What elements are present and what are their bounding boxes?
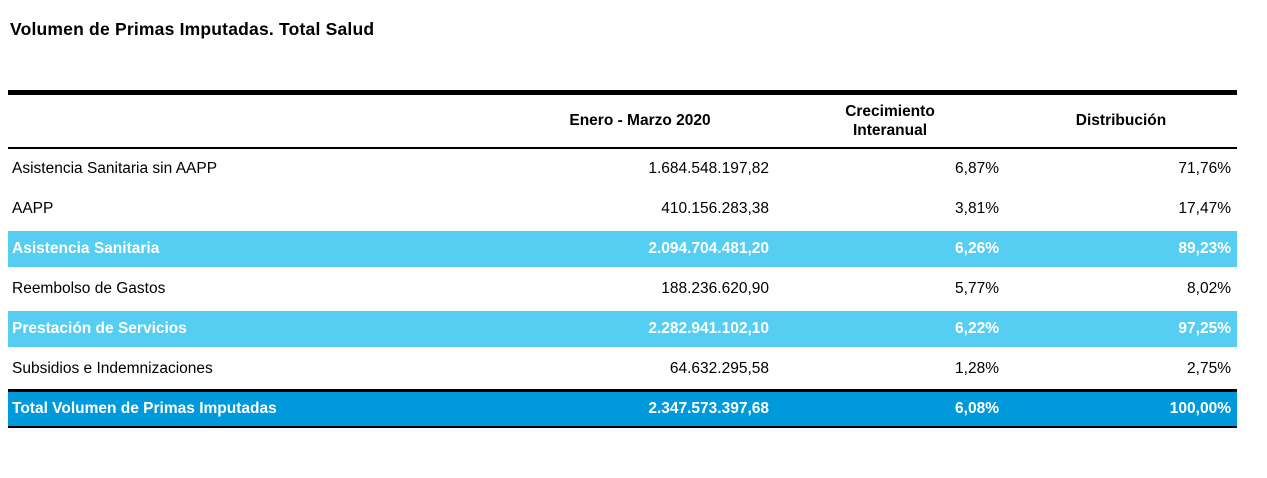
row-label: Asistencia Sanitaria — [12, 240, 160, 257]
row-amount: 188.236.620,90 — [661, 280, 769, 297]
row-label: Subsidios e Indemnizaciones — [12, 360, 213, 377]
row-distribution: 71,76% — [1178, 160, 1231, 177]
row-distribution: 2,75% — [1187, 360, 1231, 377]
row-distribution: 97,25% — [1178, 320, 1231, 337]
table-row-asistencia-sanitaria-sin-aapp: Asistencia Sanitaria sin AAPP 1.684.548.… — [8, 149, 1237, 189]
row-amount: 2.347.573.397,68 — [648, 400, 769, 417]
row-label: Prestación de Servicios — [12, 320, 187, 337]
row-growth: 6,22% — [955, 320, 999, 337]
table-row-prestacion-de-servicios-subtotal: Prestación de Servicios 2.282.941.102,10… — [8, 309, 1237, 349]
column-header-distribution: Distribución — [1075, 112, 1167, 130]
row-label: Reembolso de Gastos — [12, 280, 166, 297]
row-amount: 2.094.704.481,20 — [648, 240, 769, 257]
row-distribution: 17,47% — [1178, 200, 1231, 217]
row-growth: 6,87% — [955, 160, 999, 177]
row-growth: 5,77% — [955, 280, 999, 297]
row-distribution: 100,00% — [1169, 400, 1231, 417]
column-header-growth: Crecimiento Interanual — [845, 102, 935, 139]
row-growth: 3,81% — [955, 200, 999, 217]
row-distribution: 8,02% — [1187, 280, 1231, 297]
page-title: Volumen de Primas Imputadas. Total Salud — [10, 19, 375, 39]
total-separator-rule — [8, 389, 1237, 392]
row-amount: 64.632.295,58 — [669, 360, 769, 377]
table-top-rule — [8, 90, 1237, 95]
row-label: Total Volumen de Primas Imputadas — [12, 400, 277, 417]
row-distribution: 89,23% — [1178, 240, 1231, 257]
row-growth: 6,08% — [955, 400, 999, 417]
row-label: AAPP — [12, 200, 54, 217]
table-header-row: Enero - Marzo 2020 Crecimiento Interanua… — [8, 95, 1237, 149]
row-growth: 1,28% — [955, 360, 999, 377]
table-row-subsidios-e-indemnizaciones: Subsidios e Indemnizaciones 64.632.295,5… — [8, 349, 1237, 389]
premium-volume-table: Enero - Marzo 2020 Crecimiento Interanua… — [8, 90, 1237, 428]
table-row-aapp: AAPP 410.156.283,38 3,81% 17,47% — [8, 189, 1237, 229]
row-amount: 410.156.283,38 — [661, 200, 769, 217]
row-amount: 1.684.548.197,82 — [648, 160, 769, 177]
table-row-reembolso-de-gastos: Reembolso de Gastos 188.236.620,90 5,77%… — [8, 269, 1237, 309]
table-row-asistencia-sanitaria-subtotal: Asistencia Sanitaria 2.094.704.481,20 6,… — [8, 229, 1237, 269]
row-amount: 2.282.941.102,10 — [648, 320, 769, 337]
column-header-period: Enero - Marzo 2020 — [569, 112, 711, 130]
table-row-total: Total Volumen de Primas Imputadas 2.347.… — [8, 392, 1237, 426]
row-growth: 6,26% — [955, 240, 999, 257]
row-label: Asistencia Sanitaria sin AAPP — [12, 160, 218, 177]
table-bottom-rule — [8, 426, 1237, 428]
